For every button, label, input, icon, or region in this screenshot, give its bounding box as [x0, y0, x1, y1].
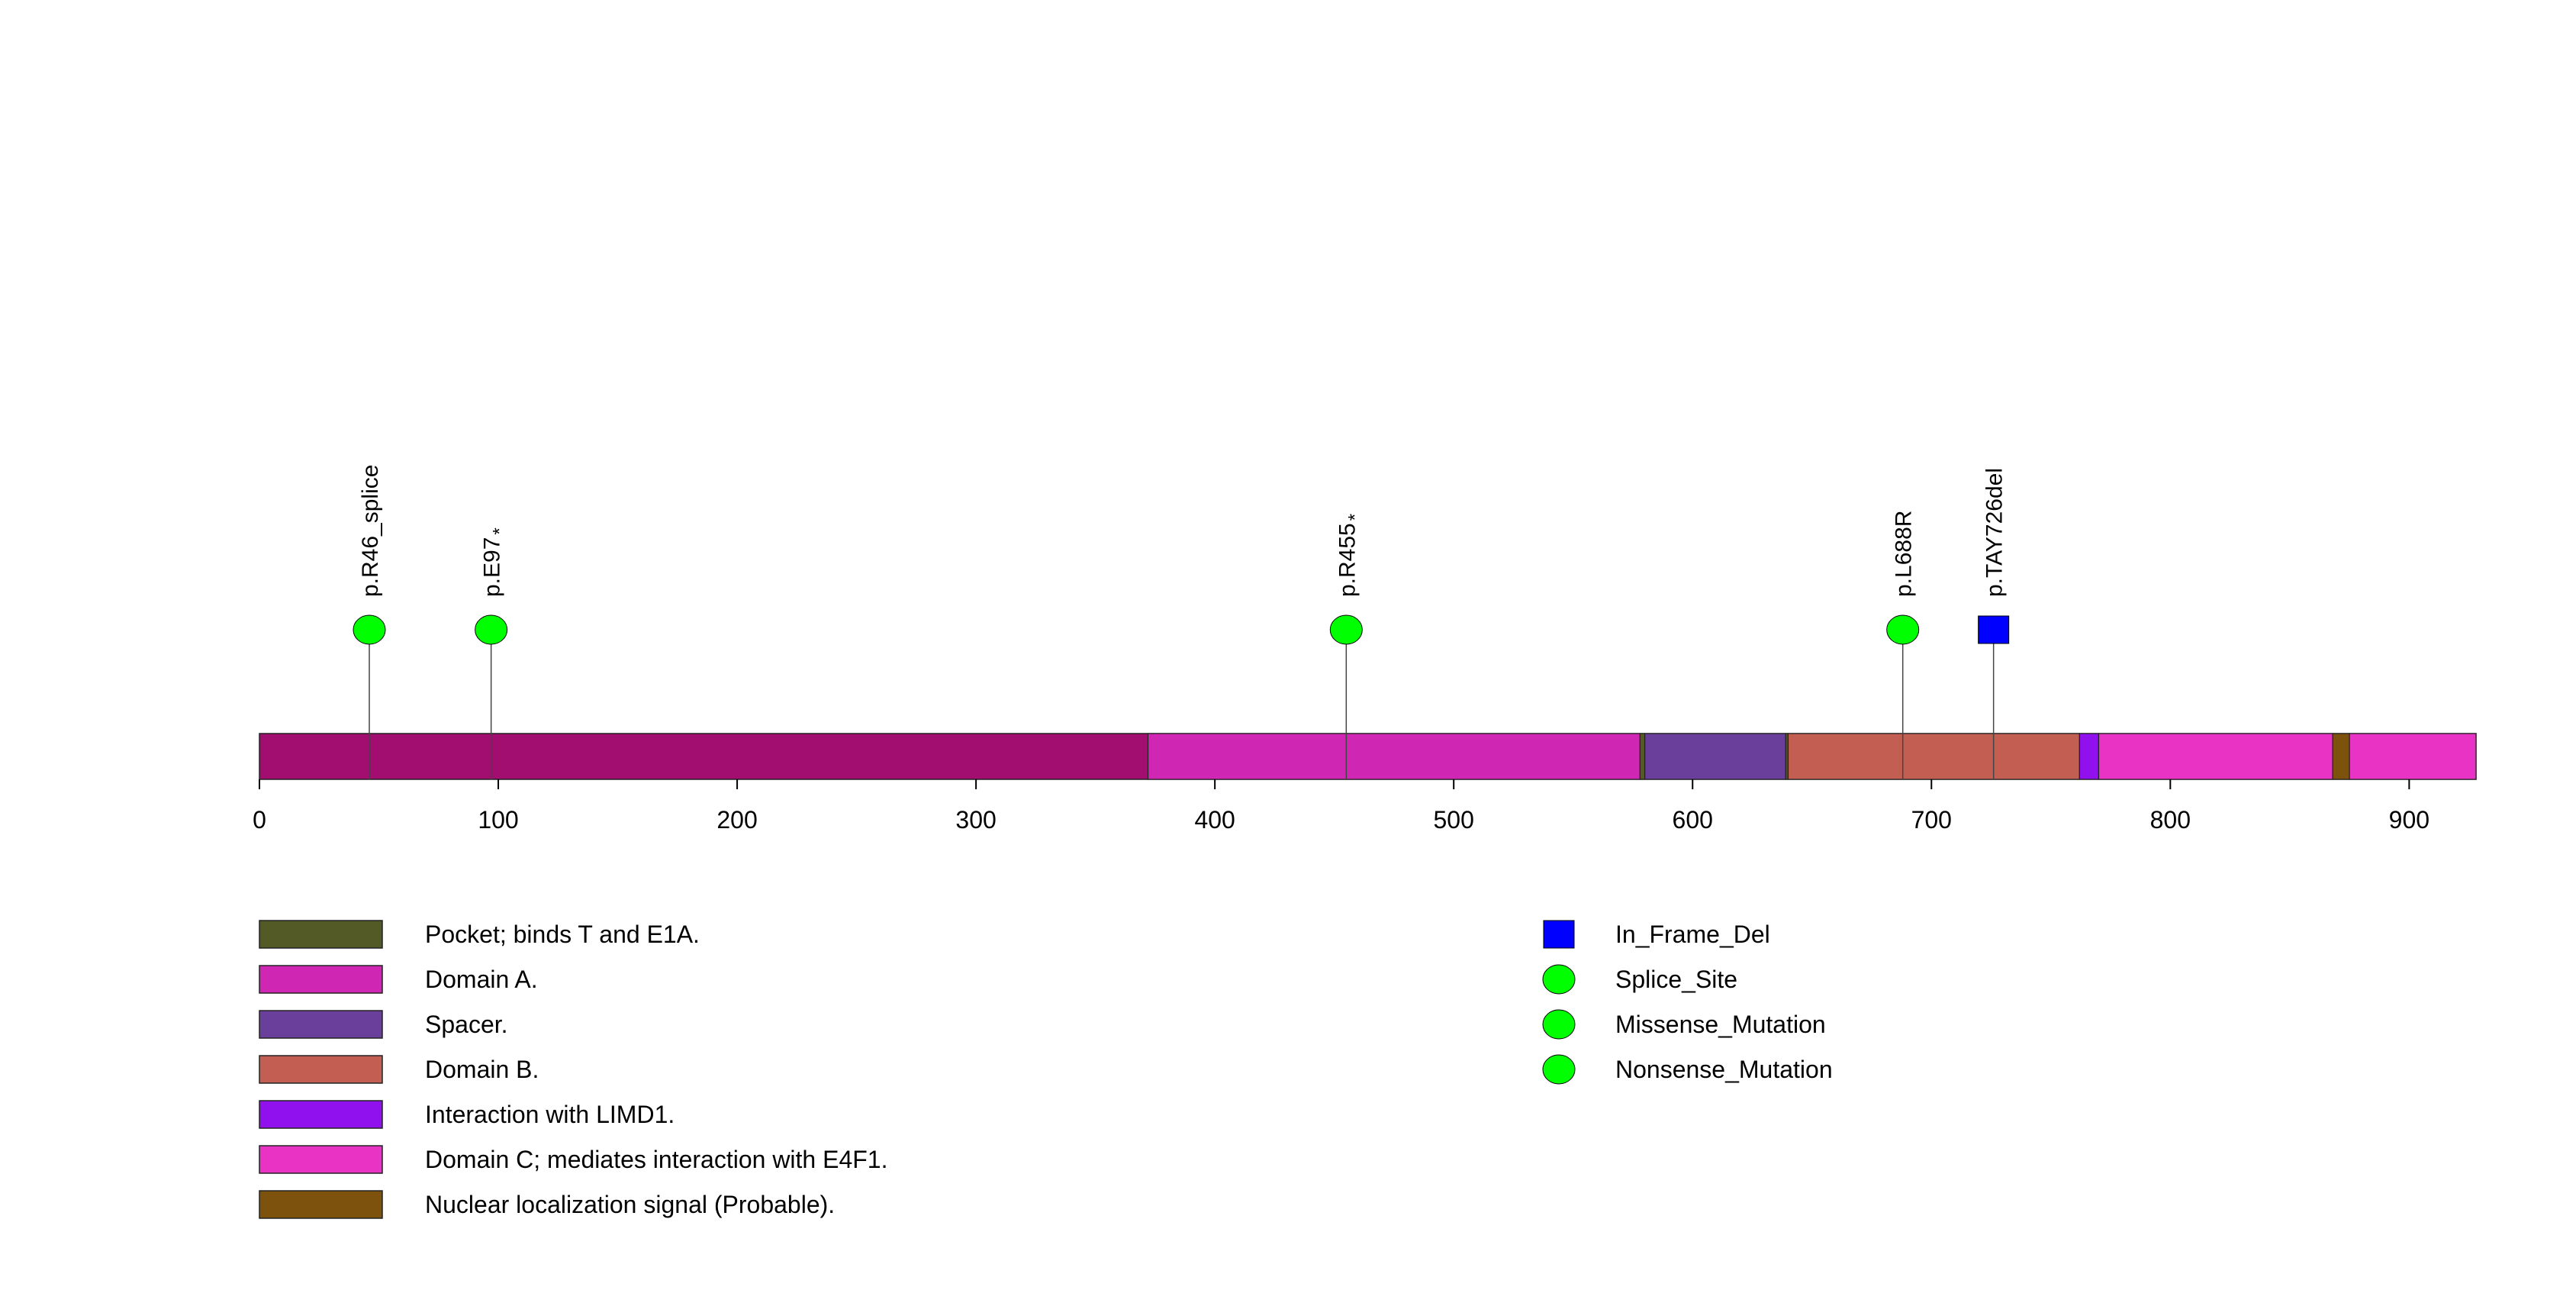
legend-label: Domain A. — [425, 966, 538, 993]
domain-block-1 — [1147, 733, 1641, 780]
legend-marker — [1542, 1009, 1576, 1040]
x-tick-label: 600 — [1673, 806, 1713, 834]
mutation-label-star: * — [1344, 514, 1365, 521]
legend-swatch — [259, 1145, 383, 1174]
mutation-label-star: * — [490, 527, 510, 534]
legend-label: Splice_Site — [1615, 966, 1737, 993]
domain-legend: Pocket; binds T and E1A. Domain A. Spacer.… — [259, 920, 887, 1219]
legend-label: Nuclear localization signal (Probable). — [425, 1191, 835, 1218]
legend-marker — [1542, 1054, 1576, 1085]
x-axis: 0 100 200 300 400 500 600 700 800 900 — [253, 779, 2429, 834]
mutation-marker — [353, 614, 386, 645]
domain-block-2 — [1639, 733, 1646, 780]
legend-label: Domain C; mediates interaction with E4F1… — [425, 1146, 887, 1173]
mutation-marker — [1886, 614, 1920, 645]
mutation-label: p.E97* — [480, 527, 510, 597]
x-tick-label: 0 — [253, 806, 266, 834]
mutation-marker — [475, 614, 508, 645]
legend-label: Pocket; binds T and E1A. — [425, 921, 700, 948]
legend-label: Nonsense_Mutation — [1615, 1056, 1833, 1083]
protein-backbone — [259, 630, 2477, 780]
legend-swatch — [259, 1190, 383, 1219]
mutation-labels: p.R46_splice p.E97* p.R455* p.L688R p.TAY726… — [358, 465, 2008, 597]
mutation-label: p.R46_splice — [358, 465, 383, 597]
legend-swatch — [259, 1100, 383, 1129]
legend-label: In_Frame_Del — [1615, 921, 1770, 948]
x-tick-label: 700 — [1911, 806, 1952, 834]
legend-label: Spacer. — [425, 1011, 508, 1038]
domain-block-6 — [2079, 733, 2099, 780]
legend-label: Interaction with LIMD1. — [425, 1101, 675, 1128]
legend-marker — [1543, 920, 1575, 949]
domain-block-9 — [2349, 733, 2477, 780]
x-tick-label: 300 — [955, 806, 996, 834]
domain-block-8 — [2332, 733, 2350, 780]
x-tick-label: 100 — [478, 806, 518, 834]
legend-label: Missense_Mutation — [1615, 1011, 1826, 1038]
domain-block-5 — [1787, 733, 2080, 780]
legend-swatch — [259, 1055, 383, 1084]
in-frame-del-marker — [1978, 615, 2010, 644]
legend-swatch — [259, 920, 383, 949]
mutation-markers — [353, 614, 2010, 645]
mutation-marker — [1329, 614, 1363, 645]
domain-block-3 — [1644, 733, 1786, 780]
mutation-label: p.R455* — [1335, 514, 1365, 597]
x-tick-label: 200 — [716, 806, 757, 834]
legend-swatch — [259, 1010, 383, 1039]
x-tick-label: 500 — [1433, 806, 1473, 834]
mutation-legend: In_Frame_Del Splice_Site Missense_Mutation… — [1542, 920, 1833, 1085]
mutation-label: p.TAY726del — [1982, 468, 2008, 597]
legend-label: Domain B. — [425, 1056, 539, 1083]
x-tick-label: 900 — [2389, 806, 2429, 834]
legend-marker — [1542, 964, 1576, 995]
legend-swatch — [259, 965, 383, 994]
domain-block-7 — [2098, 733, 2333, 780]
x-tick-label: 400 — [1194, 806, 1235, 834]
x-tick-label: 800 — [2150, 806, 2191, 834]
mutation-label: p.L688R — [1892, 511, 1917, 597]
